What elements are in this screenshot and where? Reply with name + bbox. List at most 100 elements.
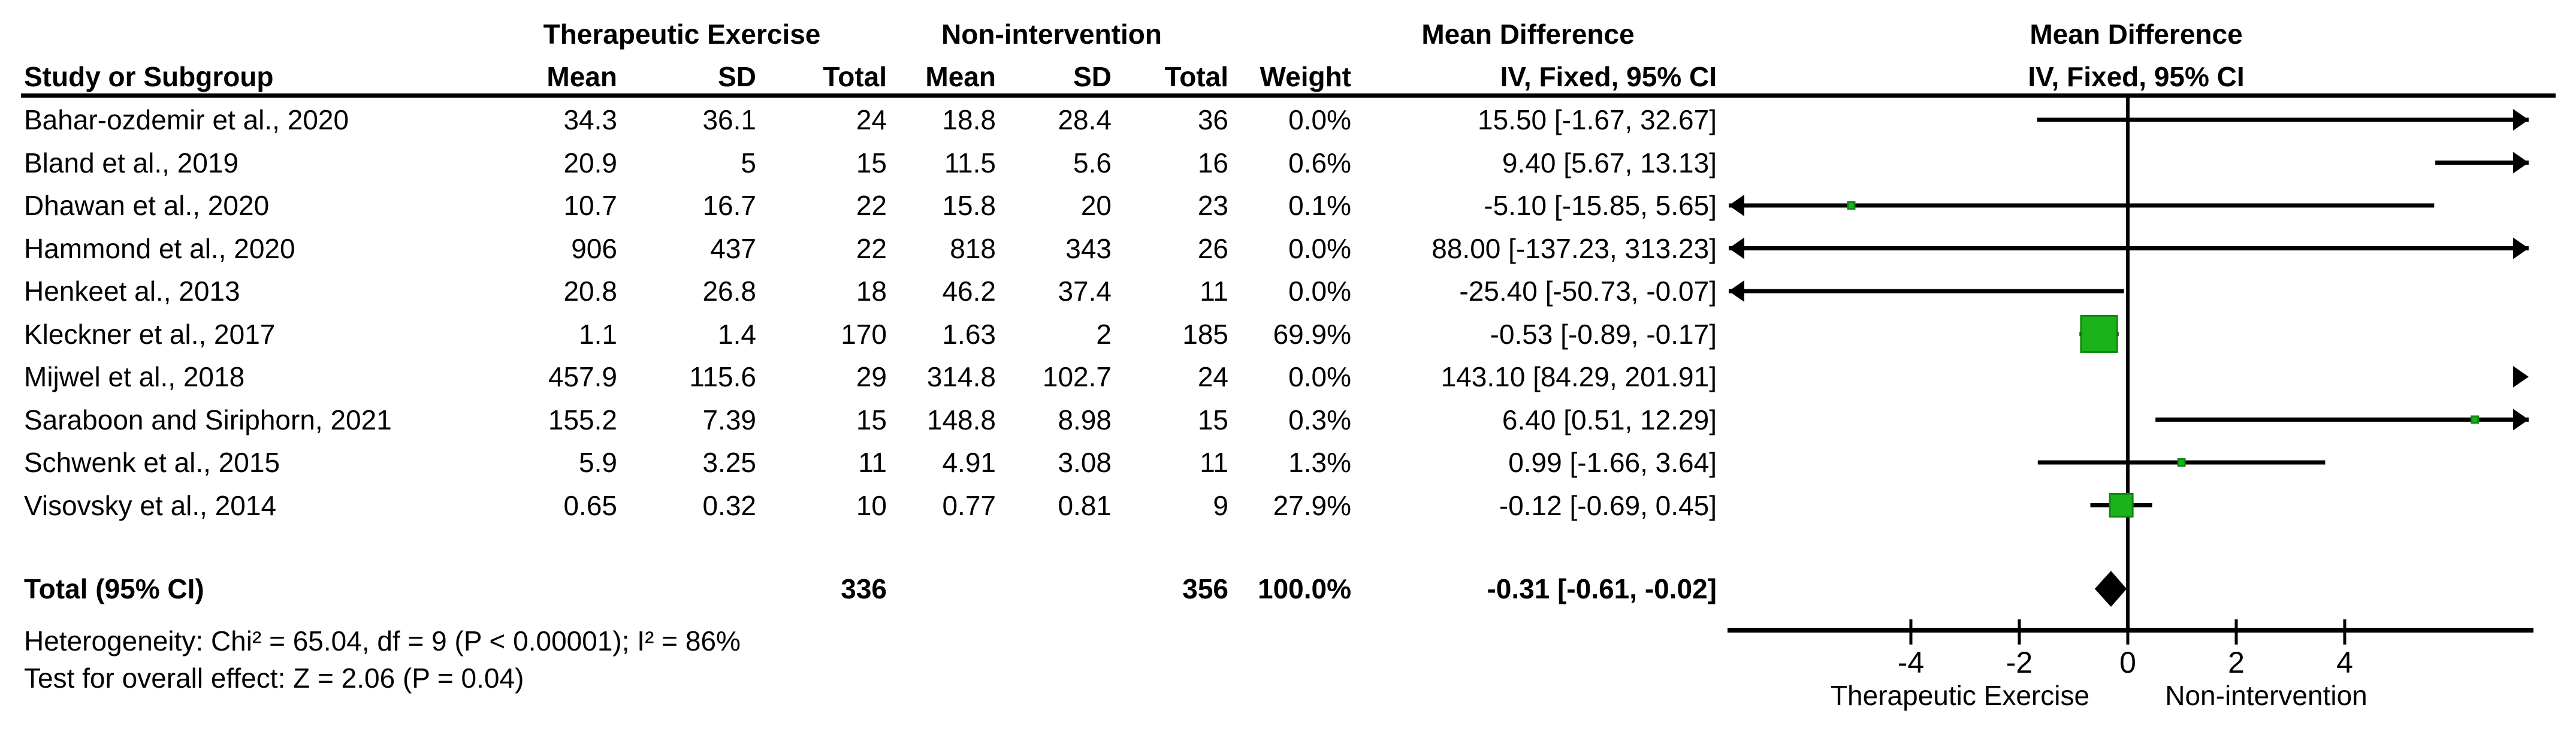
ni-sd: 0.81	[1058, 490, 1112, 521]
weight-value: 0.0%	[1288, 233, 1351, 264]
col-header-sd-1: SD	[718, 61, 756, 92]
total-label: Total (95% CI)	[24, 573, 204, 604]
weight-value: 69.9%	[1273, 319, 1351, 350]
group-header-non-intervention: Non-intervention	[941, 19, 1162, 50]
ni-total: 26	[1197, 233, 1228, 264]
ni-sd: 28.4	[1058, 104, 1112, 135]
ci-right-arrow	[2513, 152, 2529, 174]
te-sd: 3.25	[702, 447, 756, 478]
te-total: 24	[856, 104, 887, 135]
ci-offscale-arrow	[2513, 366, 2529, 388]
study-name: Bahar-ozdemir et al., 2020	[24, 104, 349, 135]
study-row: Henkeet al., 2013 20.8 26.8 18 46.2 37.4…	[0, 270, 2576, 313]
te-mean: 20.8	[563, 276, 617, 307]
ci-value: -25.40 [-50.73, -0.07]	[1459, 276, 1717, 307]
ni-mean: 148.8	[926, 404, 996, 435]
te-sd: 16.7	[702, 190, 756, 221]
study-row: Mijwel et al., 2018 457.9 115.6 29 314.8…	[0, 355, 2576, 398]
te-total: 15	[856, 147, 887, 179]
ni-mean: 11.5	[944, 147, 996, 179]
weight-value: 0.3%	[1288, 404, 1351, 435]
ni-sd: 20	[1080, 190, 1112, 221]
mean-marker	[2109, 492, 2134, 518]
weight-value: 1.3%	[1288, 447, 1351, 478]
group-header-row: Therapeutic Exercise Non-intervention Me…	[0, 13, 2576, 56]
ni-mean: 0.77	[942, 490, 996, 521]
x-axis-tick	[2126, 619, 2130, 645]
study-name: Saraboon and Siriphorn, 2021	[24, 404, 392, 435]
ci-left-arrow	[1729, 280, 1744, 302]
total-diamond	[2094, 571, 2127, 607]
ni-sd: 8.98	[1058, 404, 1112, 435]
ci-left-arrow	[1729, 195, 1744, 216]
mean-marker	[1847, 201, 1856, 210]
study-row: Visovsky et al., 2014 0.65 0.32 10 0.77 …	[0, 484, 2576, 527]
ni-mean: 46.2	[942, 276, 996, 307]
group-header-therapeutic-exercise: Therapeutic Exercise	[543, 19, 821, 50]
te-total: 22	[856, 233, 887, 264]
ci-line	[1729, 246, 2529, 250]
col-header-total-2: Total	[1164, 61, 1228, 92]
total-ci: -0.31 [-0.61, -0.02]	[1487, 573, 1717, 604]
x-axis-tick-label: -2	[2006, 646, 2033, 679]
study-name: Hammond et al., 2020	[24, 233, 295, 264]
study-name: Bland et al., 2019	[24, 147, 239, 179]
ci-left-arrow	[1729, 237, 1744, 259]
x-axis-tick	[2018, 619, 2021, 645]
mean-difference-plot-header: Mean Difference	[2030, 19, 2243, 50]
ci-value: -0.12 [-0.69, 0.45]	[1499, 490, 1717, 521]
overall-effect-text: Test for overall effect: Z = 2.06 (P = 0…	[24, 663, 524, 694]
x-axis-tick	[2343, 619, 2347, 645]
te-total: 15	[856, 404, 887, 435]
ni-mean: 314.8	[926, 361, 996, 392]
col-header-ci: IV, Fixed, 95% CI	[1500, 61, 1717, 92]
study-name: Henkeet al., 2013	[24, 276, 240, 307]
ci-value: -0.53 [-0.89, -0.17]	[1490, 319, 1717, 350]
te-mean: 906	[571, 233, 617, 264]
te-sd: 437	[710, 233, 756, 264]
ni-sd: 5.6	[1073, 147, 1112, 179]
column-header-row: Study or Subgroup Mean SD Total Mean SD …	[0, 55, 2576, 98]
ni-sd: 3.08	[1058, 447, 1112, 478]
col-header-weight: Weight	[1260, 61, 1351, 92]
te-sd: 5	[741, 147, 756, 179]
ci-line	[2037, 117, 2529, 122]
study-row: Hammond et al., 2020 906 437 22 818 343 …	[0, 227, 2576, 270]
te-mean: 457.9	[548, 361, 617, 392]
ci-right-arrow	[2513, 237, 2529, 259]
ni-sd: 2	[1096, 319, 1112, 350]
x-axis-tick-label: 4	[2336, 646, 2353, 679]
ni-total: 23	[1197, 190, 1228, 221]
zero-line	[2126, 96, 2130, 630]
mean-marker	[2471, 415, 2480, 424]
te-mean: 0.65	[563, 490, 617, 521]
study-name: Visovsky et al., 2014	[24, 490, 277, 521]
axis-right-label: Non-intervention	[2165, 680, 2367, 711]
ni-total: 9	[1213, 490, 1228, 521]
te-total: 10	[856, 490, 887, 521]
ci-value: 143.10 [84.29, 201.91]	[1440, 361, 1717, 392]
x-axis-tick-label: 0	[2119, 646, 2136, 679]
ni-mean: 18.8	[942, 104, 996, 135]
te-sd: 26.8	[702, 276, 756, 307]
mean-difference-header: Mean Difference	[1421, 19, 1635, 50]
x-axis	[1728, 628, 2533, 633]
ci-value: 9.40 [5.67, 13.13]	[1502, 147, 1717, 179]
study-row: Schwenk et al., 2015 5.9 3.25 11 4.91 3.…	[0, 441, 2576, 484]
te-sd: 115.6	[689, 361, 756, 392]
ni-sd: 343	[1065, 233, 1112, 264]
study-row: Bahar-ozdemir et al., 2020 34.3 36.1 24 …	[0, 98, 2576, 141]
ni-mean: 15.8	[942, 190, 996, 221]
te-mean: 1.1	[579, 319, 617, 350]
study-name: Dhawan et al., 2020	[24, 190, 270, 221]
ni-total: 15	[1197, 404, 1228, 435]
weight-value: 0.6%	[1288, 147, 1351, 179]
total-ni-n: 356	[1182, 573, 1228, 604]
weight-value: 0.0%	[1288, 361, 1351, 392]
col-header-total-1: Total	[823, 61, 887, 92]
ci-value: 15.50 [-1.67, 32.67]	[1478, 104, 1717, 135]
ni-sd: 102.7	[1042, 361, 1112, 392]
ci-value: 0.99 [-1.66, 3.64]	[1508, 447, 1717, 478]
